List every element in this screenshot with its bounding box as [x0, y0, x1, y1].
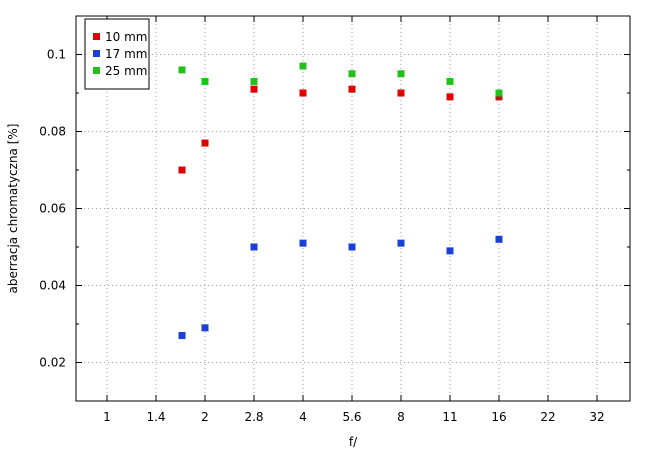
- x-tick-label: 8: [397, 410, 405, 424]
- x-tick-label: 22: [540, 410, 555, 424]
- data-point: [250, 85, 258, 93]
- data-point: [299, 62, 307, 70]
- data-point: [495, 89, 503, 97]
- y-tick-label: 0.04: [39, 279, 66, 293]
- legend: 10 mm 17 mm 25 mm: [84, 18, 150, 90]
- data-point: [178, 66, 186, 74]
- data-point: [299, 89, 307, 97]
- y-tick-label: 0.08: [39, 125, 66, 139]
- x-tick-label: 2: [201, 410, 209, 424]
- data-point: [348, 70, 356, 78]
- legend-swatch: [93, 50, 100, 57]
- data-point: [446, 247, 454, 255]
- x-tick-label: 1: [103, 410, 111, 424]
- x-tick-label: 16: [491, 410, 506, 424]
- x-tick-label: 4: [299, 410, 307, 424]
- x-tick-label: 2.8: [244, 410, 263, 424]
- data-point: [348, 85, 356, 93]
- data-point: [201, 139, 209, 147]
- data-point: [446, 93, 454, 101]
- y-tick-label: 0.06: [39, 202, 66, 216]
- legend-label: 17 mm: [105, 47, 147, 61]
- legend-swatch: [93, 33, 100, 40]
- y-axis-title: aberracja chromatyczna [%]: [6, 124, 20, 294]
- x-tick-label: 5.6: [342, 410, 361, 424]
- data-point: [397, 70, 405, 78]
- legend-swatch: [93, 67, 100, 74]
- data-point: [495, 235, 503, 243]
- data-point: [178, 166, 186, 174]
- data-point: [201, 324, 209, 332]
- data-point: [397, 239, 405, 247]
- data-point: [348, 243, 356, 251]
- x-tick-label: 1.4: [146, 410, 165, 424]
- x-tick-label: 11: [442, 410, 457, 424]
- y-tick-label: 0.02: [39, 356, 66, 370]
- legend-label: 25 mm: [105, 64, 147, 78]
- data-point: [397, 89, 405, 97]
- data-point: [299, 239, 307, 247]
- x-axis-title: f/: [349, 435, 358, 449]
- ticks-layer: 0.02 0.04 0.06 0.08 0.1 1 1.4 2 2.8 4 5.6 8 11 16 22 32: [39, 16, 630, 424]
- data-point: [495, 93, 503, 101]
- data-point: [201, 77, 209, 85]
- data-point: [250, 77, 258, 85]
- x-tick-label: 32: [589, 410, 604, 424]
- data-point: [446, 77, 454, 85]
- y-tick-label: 0.1: [47, 48, 66, 62]
- data-point: [178, 332, 186, 340]
- data-point: [250, 243, 258, 251]
- legend-label: 10 mm: [105, 30, 147, 44]
- points-layer: [178, 62, 503, 340]
